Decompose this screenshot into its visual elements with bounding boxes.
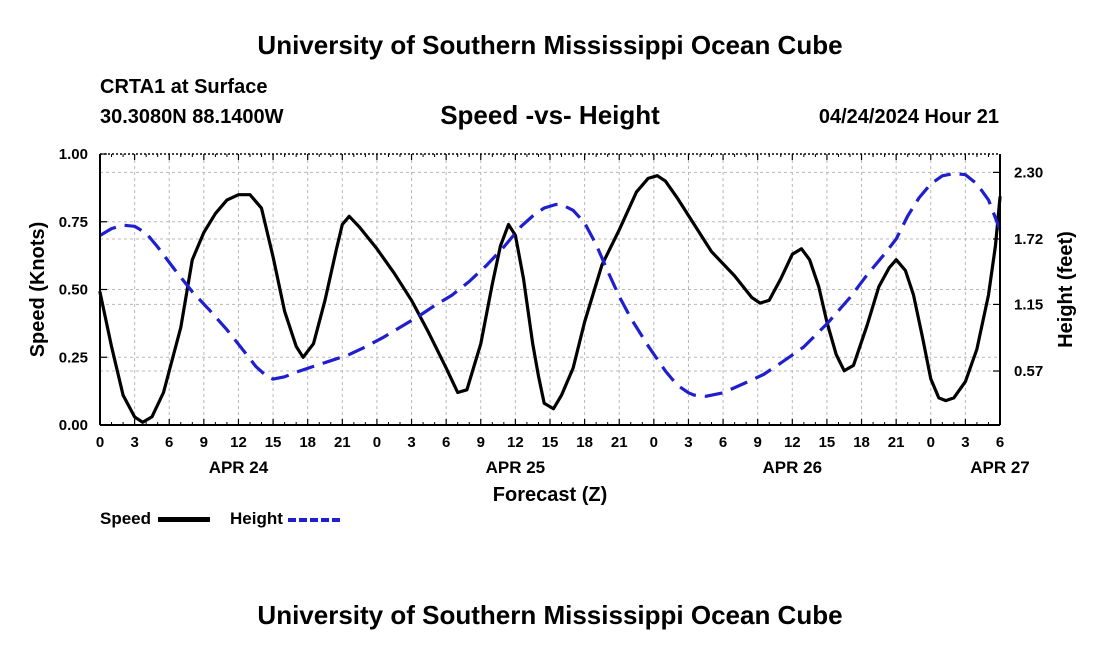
y-tick-label: 1.00 — [59, 146, 88, 163]
y-tick-label: 0.00 — [59, 417, 88, 434]
station-name: CRTA1 at Surface — [100, 76, 268, 98]
station-coordinates: 30.3080N 88.1400W — [100, 106, 284, 128]
y2-tick-label: 2.30 — [1014, 164, 1043, 181]
date-label: APR 27 — [970, 458, 1030, 477]
date-label: APR 24 — [209, 458, 269, 477]
legend-speed: Speed — [100, 509, 210, 529]
x-tick-label: 0 — [650, 434, 658, 451]
chart-subtitle: Speed -vs- Height — [440, 100, 660, 130]
date-label: APR 26 — [763, 458, 823, 477]
x-tick-label: 3 — [407, 434, 415, 451]
series-lines — [98, 171, 1002, 424]
x-tick-label: 18 — [853, 434, 870, 451]
y2-tick-label: 1.15 — [1014, 296, 1043, 313]
x-axis-title: Forecast (Z) — [493, 484, 607, 506]
y-tick-label: 0.25 — [59, 349, 88, 366]
legend-height-label: Height — [230, 509, 283, 528]
x-tick-label: 9 — [754, 434, 762, 451]
x-tick-label: 3 — [130, 434, 138, 451]
x-tick-label: 18 — [576, 434, 593, 451]
x-tick-label: 0 — [927, 434, 935, 451]
x-tick-label: 0 — [96, 434, 104, 451]
x-tick-label: 6 — [996, 434, 1004, 451]
y-axis-title: Speed (Knots) — [27, 222, 49, 358]
x-tick-label: 15 — [265, 434, 282, 451]
y2-tick-label: 0.57 — [1014, 363, 1043, 380]
x-tick-label: 15 — [819, 434, 836, 451]
x-tick-label: 3 — [961, 434, 969, 451]
axis-labels: 0 3 6 9 12 15 18 21 0 3 6 9 12 15 18 21 0 3 6 9 12 15 18 21 0 3 6 0… — [27, 146, 1077, 506]
chart-title: University of Southern Mississippi Ocean… — [257, 30, 843, 60]
x-tick-label: 3 — [684, 434, 692, 451]
legend-height-swatch — [287, 517, 340, 522]
x-tick-label: 12 — [784, 434, 801, 451]
forecast-datetime: 04/24/2024 Hour 21 — [818, 106, 999, 128]
x-tick-label: 6 — [165, 434, 173, 451]
x-tick-label: 18 — [299, 434, 316, 451]
series-height-line — [99, 171, 1002, 398]
axes — [99, 153, 1001, 426]
x-tick-label: 12 — [507, 434, 524, 451]
date-label: APR 25 — [486, 458, 546, 477]
y-tick-label: 0.75 — [59, 214, 88, 231]
x-tick-label: 21 — [334, 434, 351, 451]
x-tick-label: 6 — [442, 434, 450, 451]
x-tick-label: 15 — [542, 434, 559, 451]
y2-tick-label: 1.72 — [1014, 231, 1043, 248]
y-tick-label: 0.50 — [59, 282, 88, 299]
x-tick-label: 21 — [611, 434, 628, 451]
x-tick-label: 21 — [888, 434, 905, 451]
legend-speed-swatch — [157, 517, 210, 523]
grid — [100, 154, 1000, 425]
legend-height: Height — [230, 509, 340, 529]
x-tick-label: 12 — [230, 434, 247, 451]
x-tick-label: 0 — [373, 434, 381, 451]
x-tick-label: 6 — [719, 434, 727, 451]
legend-speed-label: Speed — [100, 509, 152, 528]
y2-axis-title: Height (feet) — [1055, 231, 1077, 348]
series-speed-line — [98, 174, 1002, 424]
footer-title: University of Southern Mississippi Ocean… — [257, 600, 843, 630]
x-tick-label: 9 — [477, 434, 485, 451]
x-tick-label: 9 — [200, 434, 208, 451]
